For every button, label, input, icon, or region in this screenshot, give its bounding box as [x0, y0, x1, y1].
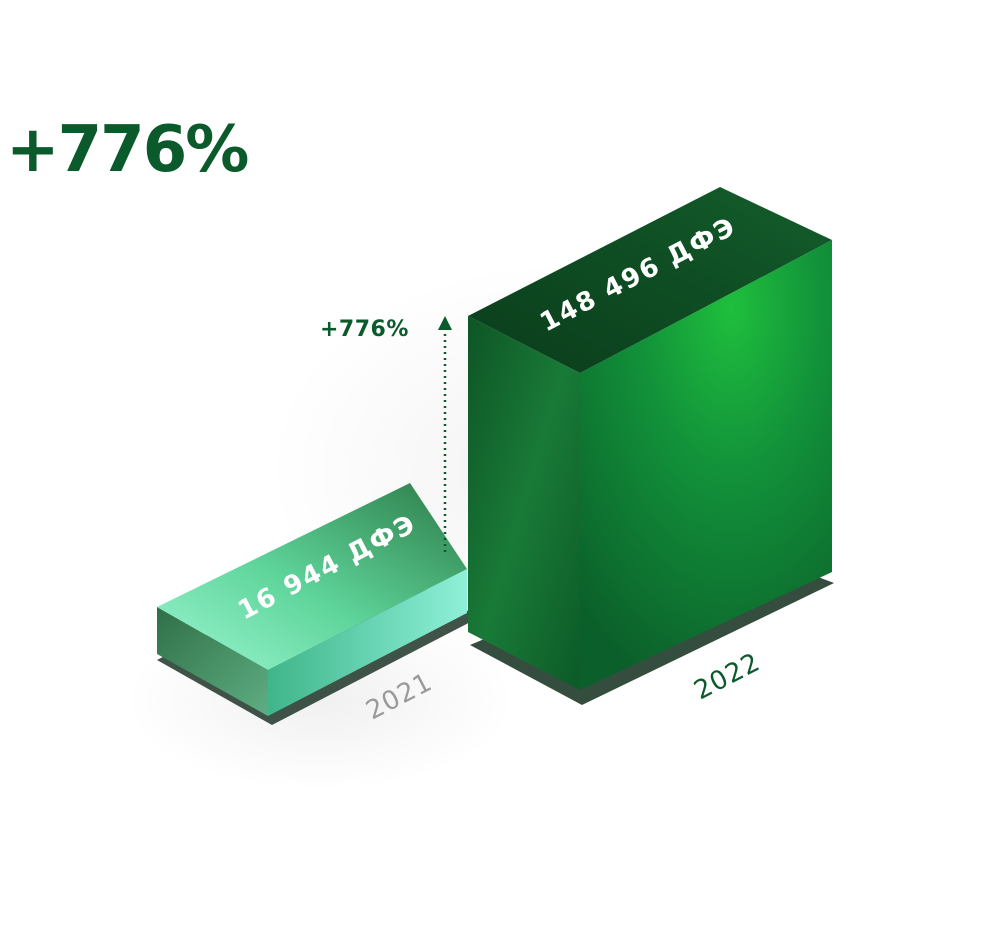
year-label-2022: 2022 — [689, 647, 765, 706]
bar-2021-left-face — [157, 607, 268, 716]
bar-2022-front-face — [468, 316, 580, 690]
year-label-2021: 2021 — [361, 667, 437, 726]
bar-2022-top-face — [468, 187, 832, 373]
growth-indicator: +776% — [320, 316, 452, 552]
bar-2022-side-face — [580, 240, 832, 690]
headline-growth: +776% — [6, 113, 249, 187]
growth-label: +776% — [320, 317, 409, 342]
bar-2022: 148 496 ДФЭ — [468, 187, 834, 705]
bar-2021-top-face — [157, 483, 467, 670]
bar-2021-front-face — [268, 569, 467, 716]
growth-arrow-head — [438, 316, 452, 330]
bar-2021: 16 944 ДФЭ — [157, 483, 480, 725]
